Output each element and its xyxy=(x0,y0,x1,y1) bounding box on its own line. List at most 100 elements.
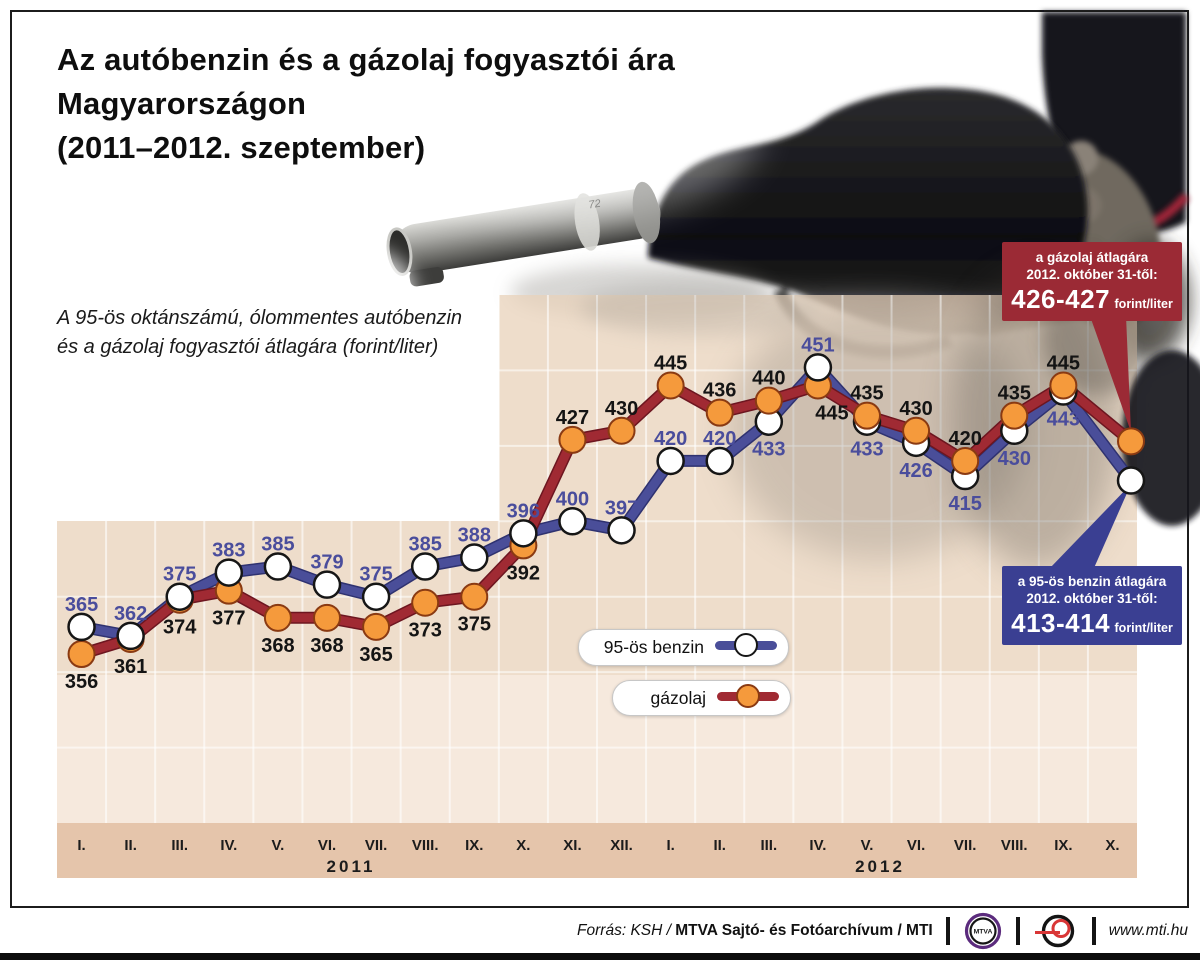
value-label-benzin: 362 xyxy=(114,603,147,625)
data-point-benzin xyxy=(607,516,636,545)
callout-text: a gázolaj átlagára xyxy=(1035,250,1149,265)
month-tick-label: VI. xyxy=(318,837,336,854)
benzin-line-sample xyxy=(714,632,778,663)
diesel-callout-tail xyxy=(1090,316,1131,432)
value-label-gazolaj: 375 xyxy=(458,614,491,636)
callout-text: a 95-ös benzin átlagára xyxy=(1017,574,1167,589)
value-label-benzin: 420 xyxy=(654,428,687,450)
data-point-benzin xyxy=(410,552,440,581)
data-point-gazolaj xyxy=(411,588,440,617)
data-point-gazolaj xyxy=(362,612,391,641)
legend-sample-icon xyxy=(717,683,779,708)
value-label-benzin: 375 xyxy=(359,564,392,586)
value-label-gazolaj: 430 xyxy=(899,398,932,420)
value-label-gazolaj: 377 xyxy=(212,608,245,630)
divider xyxy=(1091,917,1096,945)
value-label-gazolaj: 368 xyxy=(261,635,294,657)
data-point-gazolaj xyxy=(902,416,931,445)
month-tick-label: V. xyxy=(861,837,874,854)
value-label-gazolaj: 356 xyxy=(65,671,98,693)
title-line-2: Magyarországon xyxy=(57,86,307,121)
value-label-benzin: 379 xyxy=(310,552,343,574)
source-line: Forrás: KSH / MTVA Sajtó- és Fotóarchívu… xyxy=(577,922,933,940)
data-point-benzin xyxy=(460,543,489,572)
data-point-benzin xyxy=(312,570,342,599)
year-label: 2011 xyxy=(327,857,376,876)
panel-high-band xyxy=(499,675,1137,823)
value-label-gazolaj: 392 xyxy=(507,562,540,584)
value-label-gazolaj: 436 xyxy=(703,380,736,402)
bottom-black-bar xyxy=(0,953,1200,960)
month-tick-label: I. xyxy=(666,837,674,854)
mti-url: www.mti.hu xyxy=(1108,922,1188,939)
value-label-benzin: 443 xyxy=(1047,409,1080,431)
value-label-gazolaj: 435 xyxy=(850,383,883,405)
month-tick-label: III. xyxy=(760,837,777,854)
value-label-gazolaj: 445 xyxy=(1047,353,1080,375)
month-tick-label: X. xyxy=(1105,837,1119,854)
chart-subtitle: A 95-ös oktánszámú, ólommentes autóbenzi… xyxy=(57,304,462,362)
data-point-gazolaj xyxy=(951,446,980,475)
subtitle-line-2: és a gázolaj fogyasztói átlagára (forint… xyxy=(57,336,439,358)
month-tick-label: IV. xyxy=(809,837,826,854)
legend-sample-icon xyxy=(715,633,777,657)
month-tick-label: II. xyxy=(713,837,726,854)
x-axis-strip xyxy=(57,823,1137,878)
month-tick-label: I. xyxy=(77,837,85,854)
month-tick-label: IX. xyxy=(465,837,483,854)
legend-item-benzin: 95-ös benzin xyxy=(578,629,789,666)
month-tick-label: X. xyxy=(516,837,530,854)
value-label-gazolaj: 365 xyxy=(359,644,392,666)
data-point-gazolaj xyxy=(705,398,734,427)
month-tick-label: XI. xyxy=(563,837,581,854)
petrol-average-callout: a 95-ös benzin átlagára 2012. október 31… xyxy=(1002,566,1182,645)
divider xyxy=(945,917,950,945)
title-line-3: (2011–2012. szeptember) xyxy=(57,130,426,165)
value-label-gazolaj: 373 xyxy=(408,620,441,642)
value-label-benzin: 385 xyxy=(261,534,294,556)
line-benzin xyxy=(77,362,1136,641)
value-label-benzin: 385 xyxy=(408,534,441,556)
value-label-benzin: 426 xyxy=(899,460,932,482)
value-label-gazolaj: 427 xyxy=(556,407,589,429)
source-archive: MTVA Sajtó- és Fotóarchívum xyxy=(675,922,894,939)
data-point-gazolaj xyxy=(754,386,783,415)
value-label-gazolaj: 430 xyxy=(605,398,638,420)
data-point-benzin xyxy=(67,612,96,642)
value-label-benzin: 400 xyxy=(556,488,589,510)
value-label-benzin: 396 xyxy=(507,500,540,522)
callout-value: 413-414 xyxy=(1011,608,1111,638)
data-point-gazolaj xyxy=(67,640,96,669)
source-prefix: Forrás: KSH / xyxy=(577,922,676,939)
data-point-gazolaj xyxy=(313,603,341,632)
data-point-gazolaj xyxy=(1049,371,1078,400)
value-label-gazolaj: 374 xyxy=(163,617,197,639)
value-label-gazolaj: 445 xyxy=(654,353,687,375)
diesel-average-callout: a gázolaj átlagára 2012. október 31-től:… xyxy=(1002,242,1182,321)
callout-text: 2012. október 31-től: xyxy=(1026,267,1158,282)
subtitle-line-1: A 95-ös oktánszámú, ólommentes autóbenzi… xyxy=(57,307,463,329)
month-tick-label: IX. xyxy=(1054,837,1072,854)
data-point-gazolaj xyxy=(460,582,489,611)
data-point-gazolaj xyxy=(1117,427,1145,456)
value-label-benzin: 415 xyxy=(948,493,981,515)
month-tick-label: III. xyxy=(171,837,188,854)
month-tick-label: IV. xyxy=(220,837,237,854)
panel-2011-low-band xyxy=(57,675,499,823)
data-point-benzin xyxy=(116,621,145,651)
callout-value: 426-427 xyxy=(1011,284,1111,314)
month-tick-label: II. xyxy=(124,837,137,854)
value-label-benzin: 375 xyxy=(163,564,196,586)
value-label-benzin: 430 xyxy=(998,448,1031,470)
month-tick-label: VI. xyxy=(907,837,925,854)
legend-label: gázolaj xyxy=(650,687,706,708)
photo-fade-blob xyxy=(580,280,820,336)
data-point-benzin xyxy=(705,446,734,476)
callout-text: 2012. október 31-től: xyxy=(1026,591,1158,606)
data-point-gazolaj xyxy=(853,401,881,430)
value-label-gazolaj: 440 xyxy=(752,368,785,390)
value-label-gazolaj: 368 xyxy=(310,635,343,657)
value-label-benzin: 433 xyxy=(850,439,883,461)
divider xyxy=(1015,917,1020,945)
